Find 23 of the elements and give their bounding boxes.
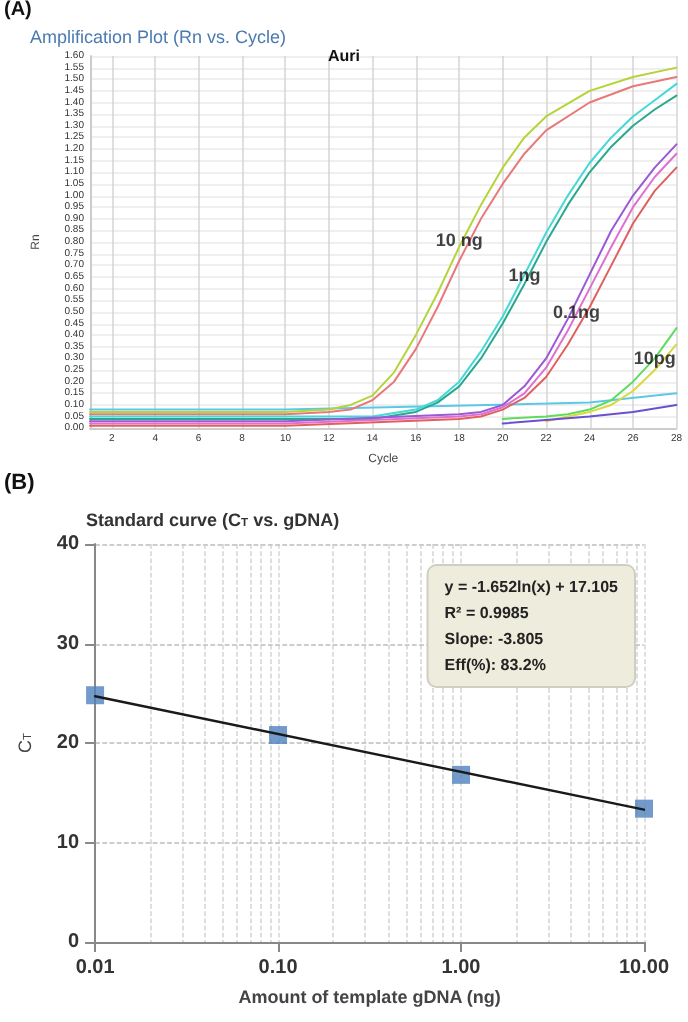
chart-subtitle: Auri bbox=[328, 47, 360, 65]
y-tick-label: 20 bbox=[56, 732, 80, 754]
y-tick-label: 30 bbox=[56, 632, 80, 655]
x-axis-title: Amount of template gDNA (ng) bbox=[238, 986, 501, 1007]
annotation: Slope: -3.805 bbox=[444, 630, 545, 648]
text: (A) bbox=[4, 0, 32, 21]
line-series bbox=[545, 343, 678, 423]
text: (B) bbox=[4, 471, 36, 495]
point bbox=[86, 686, 105, 705]
x-tick-label: 0.01 bbox=[75, 957, 116, 979]
point bbox=[635, 799, 653, 818]
line-series bbox=[501, 403, 678, 425]
y-tick-label: 10 bbox=[56, 831, 80, 854]
x-tick-label: 1.00 bbox=[441, 957, 482, 979]
annotation: Eff(%): 83.2% bbox=[444, 656, 546, 674]
x-tick-label: 0.10 bbox=[258, 957, 299, 979]
annotation: y = -1.652ln(x) + 17.105 bbox=[444, 578, 620, 596]
chart-title: Amplification Plot (Rn vs. Cycle) bbox=[30, 27, 287, 47]
y-tick-label: 40 bbox=[56, 533, 80, 555]
line-series bbox=[501, 327, 678, 420]
x-tick-label: 10.00 bbox=[618, 957, 670, 979]
annotation: R² = 0.9985 bbox=[444, 604, 530, 622]
y-tick-label: 0 bbox=[67, 931, 80, 953]
